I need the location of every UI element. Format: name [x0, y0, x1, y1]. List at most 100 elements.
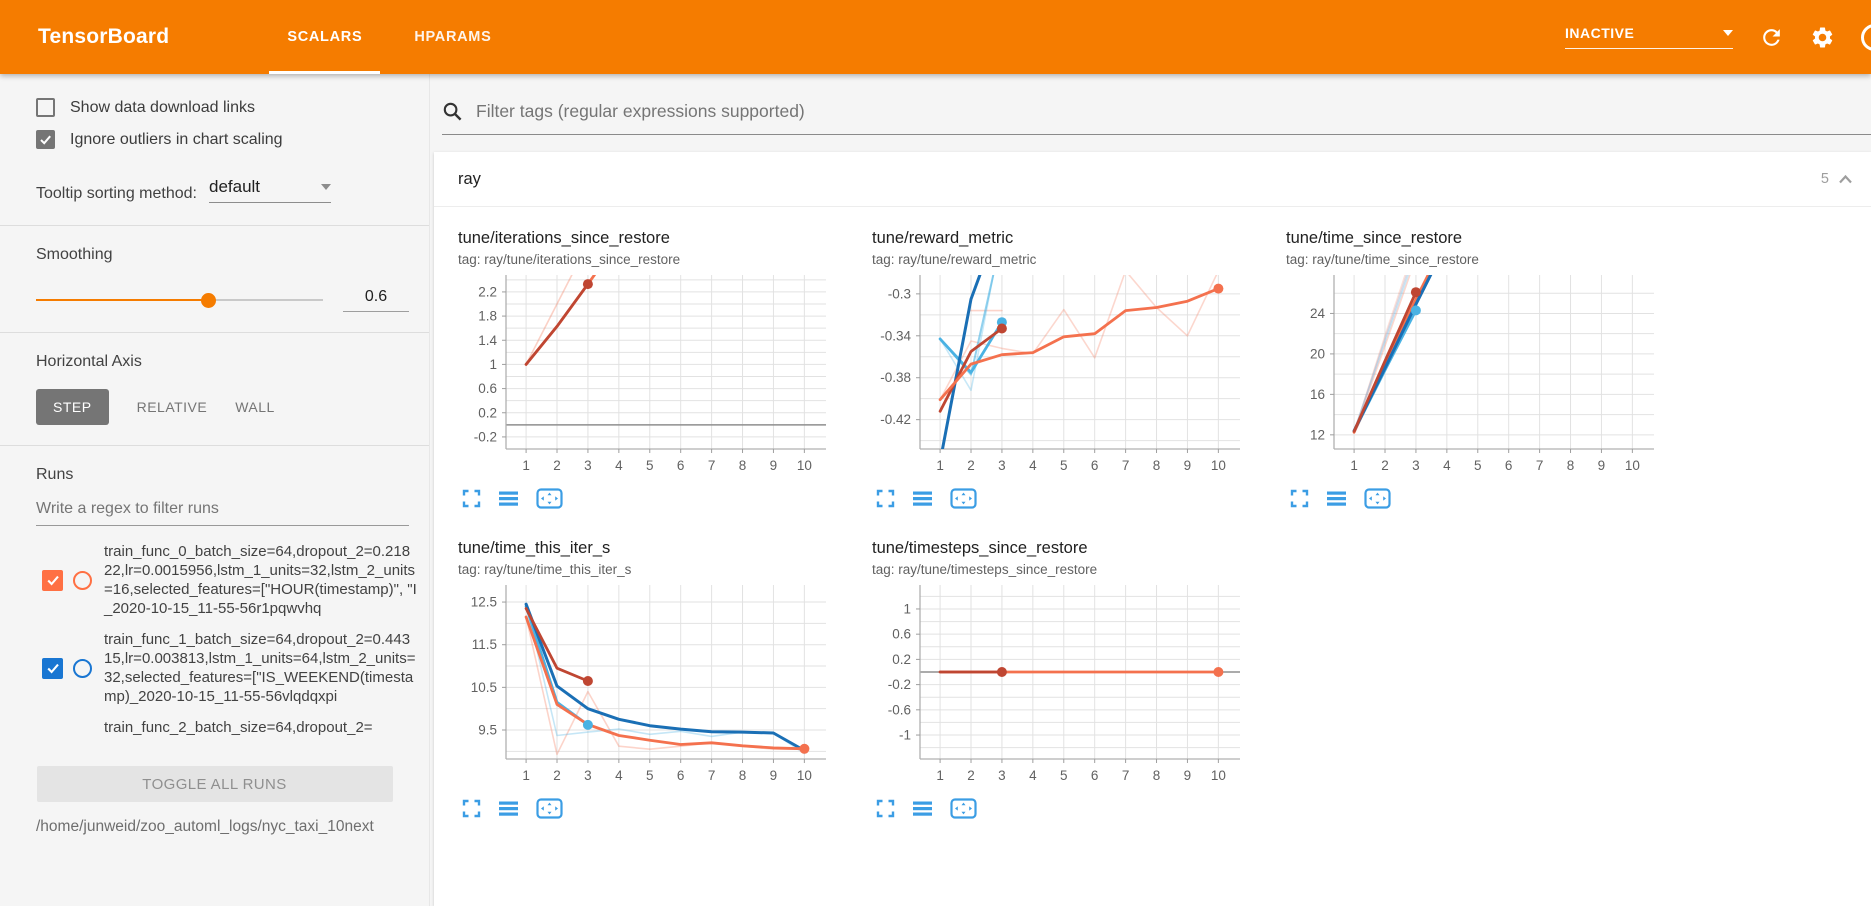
end-point-dot [799, 743, 810, 754]
refresh-icon [1763, 28, 1780, 46]
chart-tag: tag: ray/tune/timesteps_since_restore [872, 562, 1098, 577]
tooltip-sorting-label: Tooltip sorting method: [36, 185, 197, 202]
tag-group-name: ray [458, 169, 481, 188]
chart-card: tune/timesteps_since_restore tag: ray/tun… [872, 539, 1270, 821]
svg-text:0.2: 0.2 [892, 652, 911, 667]
toggle-all-runs-button[interactable]: TOGGLE ALL RUNS [36, 766, 393, 802]
app-title: TensorBoard [38, 25, 170, 48]
svg-text:1: 1 [522, 768, 530, 783]
run-item[interactable]: train_func_0_batch_size=64,dropout_2=0.2… [42, 542, 417, 618]
svg-text:1: 1 [1350, 458, 1358, 473]
chart-card: tune/time_this_iter_s tag: ray/tune/time_… [458, 539, 856, 821]
tab-hparams[interactable]: HPARAMS [388, 0, 517, 74]
slider-thumb[interactable] [201, 292, 217, 308]
svg-text:-0.2: -0.2 [474, 429, 497, 444]
series-line [1353, 275, 1411, 434]
chart-title: tune/time_since_restore [1286, 229, 1463, 247]
chart-plot[interactable]: 12.5 11.5 10.5 9.5 1 2 3 4 5 6 7 8 9 10 [458, 579, 844, 785]
svg-text:9: 9 [770, 768, 778, 783]
help-icon[interactable] [1861, 23, 1871, 51]
svg-text:7: 7 [708, 458, 716, 473]
svg-text:1: 1 [489, 357, 497, 372]
series-line [524, 602, 806, 752]
tab-hparams-label: HPARAMS [414, 29, 492, 45]
view-data-button[interactable] [910, 797, 935, 820]
log-directory-path: /home/junweid/zoo_automl_logs/nyc_taxi_1… [36, 818, 374, 835]
chart-plot[interactable]: 2.2 1.8 1.4 1 0.6 0.2 -0.2 1 2 3 4 5 6 7 8 9 10 [458, 269, 844, 475]
run-checkbox[interactable] [42, 657, 63, 679]
end-point-dot [582, 676, 593, 686]
fit-domain-button[interactable] [948, 796, 979, 821]
run-item[interactable]: train_func_1_batch_size=64,dropout_2=0.4… [42, 630, 417, 706]
axis-relative-button[interactable]: RELATIVE [136, 399, 208, 415]
tab-scalars[interactable]: SCALARS [261, 0, 388, 74]
svg-text:10: 10 [1211, 458, 1226, 473]
axis-step-button[interactable]: STEP [36, 389, 109, 425]
svg-text:10.5: 10.5 [471, 680, 497, 695]
view-data-button[interactable] [910, 487, 935, 510]
ignore-outliers-checkbox-row[interactable]: Ignore outliers in chart scaling [36, 130, 409, 149]
refresh-button[interactable] [1759, 25, 1784, 50]
run-label: train_func_2_batch_size=64,dropout_2= [104, 719, 373, 736]
expand-chart-button[interactable] [460, 797, 483, 820]
run-item[interactable]: train_func_2_batch_size=64,dropout_2= [42, 718, 417, 737]
view-data-button[interactable] [496, 487, 521, 510]
svg-text:8: 8 [1567, 458, 1575, 473]
series-line [938, 327, 1004, 413]
tag-filter-input[interactable] [474, 100, 1871, 123]
tag-group-header[interactable]: ray 5 [434, 152, 1871, 207]
svg-text:4: 4 [1443, 458, 1451, 473]
checkbox-checked[interactable] [36, 130, 55, 149]
series-line [524, 607, 590, 683]
svg-text:4: 4 [615, 768, 623, 783]
expand-chart-button[interactable] [1288, 487, 1311, 510]
fit-domain-button[interactable] [534, 796, 565, 821]
tooltip-sorting-select[interactable]: default [208, 177, 331, 203]
axis-wall-button[interactable]: WALL [235, 399, 275, 415]
svg-text:9: 9 [1598, 458, 1606, 473]
header-actions: INACTIVE [1565, 23, 1871, 51]
run-radio[interactable] [73, 658, 92, 678]
expand-chart-button[interactable] [874, 487, 897, 510]
fit-domain-button[interactable] [1362, 486, 1393, 511]
fit-to-box-icon [950, 798, 977, 819]
chart-tag: tag: ray/tune/time_this_iter_s [458, 562, 632, 577]
fit-domain-button[interactable] [534, 486, 565, 511]
status-dropdown[interactable]: INACTIVE [1565, 25, 1733, 49]
chart-plot[interactable]: -0.3 -0.34 -0.38 -0.42 1 2 3 4 5 6 7 8 9 10 [872, 269, 1258, 475]
tag-filter-row [442, 100, 1871, 135]
svg-text:10: 10 [797, 768, 812, 783]
chart-plot[interactable]: 1 0.6 0.2 -0.2 -0.6 -1 1 2 3 4 5 6 7 8 9 10 [872, 579, 1258, 785]
smoothing-slider[interactable] [36, 292, 323, 308]
run-radio[interactable] [73, 570, 92, 590]
expand-chart-button[interactable] [460, 487, 483, 510]
svg-text:2: 2 [1381, 458, 1389, 473]
chart-plot-wrap: 12.5 11.5 10.5 9.5 1 2 3 4 5 6 7 8 9 10 [458, 579, 856, 790]
fit-domain-button[interactable] [948, 486, 979, 511]
chart-actions [872, 796, 1270, 821]
series-line [938, 287, 1220, 402]
fullscreen-icon [462, 489, 481, 508]
svg-text:4: 4 [615, 458, 623, 473]
show-download-links-checkbox-row[interactable]: Show data download links [36, 98, 409, 117]
main-layout: Show data download links Ignore outliers… [0, 74, 1871, 906]
view-data-button[interactable] [496, 797, 521, 820]
svg-text:5: 5 [646, 768, 654, 783]
svg-text:-0.34: -0.34 [880, 328, 911, 343]
run-checkbox[interactable] [42, 569, 63, 591]
expand-chart-button[interactable] [874, 797, 897, 820]
svg-text:12.5: 12.5 [471, 595, 497, 610]
svg-text:-1: -1 [899, 728, 911, 743]
view-data-button[interactable] [1324, 487, 1349, 510]
settings-button[interactable] [1810, 25, 1835, 50]
svg-text:8: 8 [1153, 458, 1161, 473]
svg-text:3: 3 [998, 458, 1006, 473]
svg-text:7: 7 [1536, 458, 1544, 473]
smoothing-value[interactable]: 0.6 [343, 288, 409, 312]
tag-group-meta[interactable]: 5 [1821, 171, 1855, 188]
chart-title: tune/iterations_since_restore [458, 229, 670, 247]
status-label: INACTIVE [1565, 25, 1635, 41]
checkbox-unchecked[interactable] [36, 98, 55, 117]
runs-filter-input[interactable] [36, 500, 409, 526]
